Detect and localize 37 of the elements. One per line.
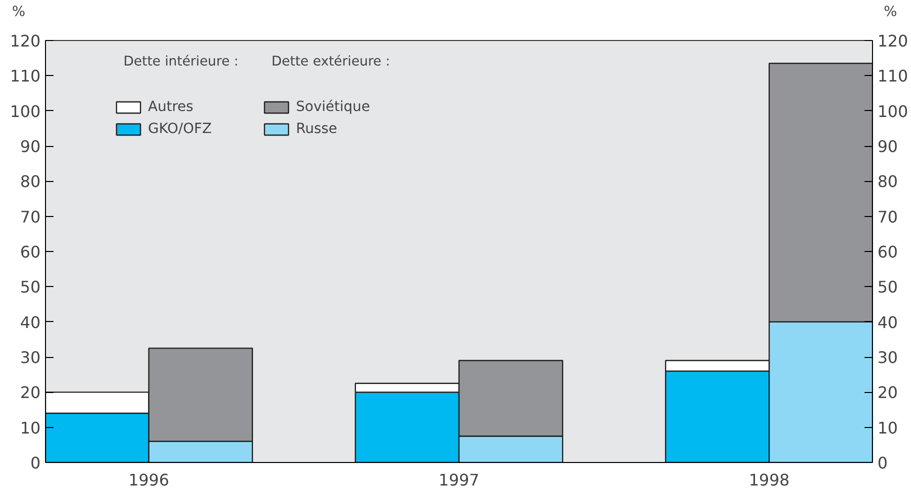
y2-tick-label: 60 (878, 242, 898, 262)
legend-label: Autres (148, 99, 194, 115)
y-tick-label: 0 (30, 454, 41, 472)
y2-tick-label: 0 (878, 454, 888, 472)
y2-tick-label: 90 (878, 137, 898, 156)
y2-tick-label: 20 (878, 383, 898, 402)
x-tick-label: 1996 (128, 470, 170, 490)
y-tick-label: 90 (20, 137, 40, 156)
y2-tick-label: 70 (878, 207, 898, 226)
y2-axis-title: % (884, 3, 897, 22)
y2-tick-label: 110 (878, 66, 908, 86)
y-tick-label: 20 (20, 383, 40, 402)
y-tick-label: 30 (20, 348, 40, 367)
y-tick-label: 10 (20, 418, 40, 438)
legend-label: GKO/OFZ (148, 121, 212, 137)
y-tick-label: 100 (10, 102, 41, 121)
y-tick-label: 60 (20, 242, 40, 262)
annotation: Dette intérieure : (124, 54, 238, 70)
x-tick-label: 1998 (748, 470, 790, 490)
y2-tick-label: 40 (878, 312, 898, 332)
y2-tick-label: 10 (878, 418, 898, 438)
y2-tick-label: 80 (878, 172, 898, 192)
y2-tick-label: 120 (878, 32, 908, 50)
y2-tick-label: 30 (878, 348, 898, 367)
y2-tick-label: 100 (878, 102, 908, 121)
y-tick-label: 120 (10, 32, 41, 50)
legend-label: Soviétique (296, 99, 370, 115)
y-axis-title: % (12, 3, 26, 22)
x-tick-label: 1997 (438, 470, 480, 490)
legend-label: Russe (296, 121, 338, 137)
y-tick-label: 80 (20, 172, 40, 192)
y-tick-label: 40 (20, 312, 40, 332)
y2-tick-label: 50 (878, 278, 898, 297)
y-tick-label: 110 (10, 66, 41, 86)
y-tick-label: 50 (20, 278, 40, 297)
y-tick-label: 70 (20, 207, 40, 226)
annotation: Dette extérieure : (272, 54, 390, 70)
